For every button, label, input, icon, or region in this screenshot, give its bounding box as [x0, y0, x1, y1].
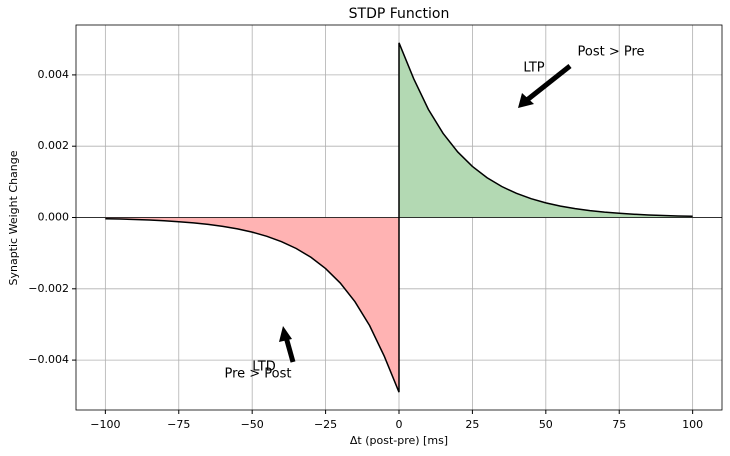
annotation: Pre > Post: [224, 367, 291, 382]
chart-title: STDP Function: [349, 6, 450, 22]
y-tick-label: 0.000: [38, 211, 70, 224]
line: [105, 42, 693, 393]
x-tick-label: −25: [314, 418, 337, 431]
x-tick-label: 100: [682, 418, 703, 431]
y-tick-label: 0.004: [38, 68, 70, 81]
x-tick-label: 50: [539, 418, 553, 431]
annotation: LTP: [523, 61, 544, 76]
plot-frame: [75, 24, 723, 411]
arrow-head: [279, 326, 292, 342]
area-negative: [105, 217, 399, 393]
x-tick-label: −50: [241, 418, 264, 431]
area-positive: [399, 42, 693, 218]
arrow-shaft: [283, 336, 296, 363]
y-tick-label: −0.004: [28, 353, 69, 366]
x-tick-label: 0: [396, 418, 403, 431]
annotation: Post > Pre: [577, 45, 644, 60]
x-tick-label: −75: [167, 418, 190, 431]
x-tick-label: 75: [612, 418, 626, 431]
x-axis-label: Δt (post-pre) [ms]: [350, 434, 448, 447]
y-tick-label: −0.002: [28, 282, 69, 295]
y-axis-label: Synaptic Weight Change: [7, 150, 20, 285]
x-tick-label: 25: [465, 418, 479, 431]
y-tick-label: 0.002: [38, 139, 70, 152]
arrow-shaft: [525, 64, 572, 102]
x-tick-label: −100: [90, 418, 120, 431]
arrow-head: [518, 93, 534, 108]
annotation: LTD: [252, 360, 275, 375]
